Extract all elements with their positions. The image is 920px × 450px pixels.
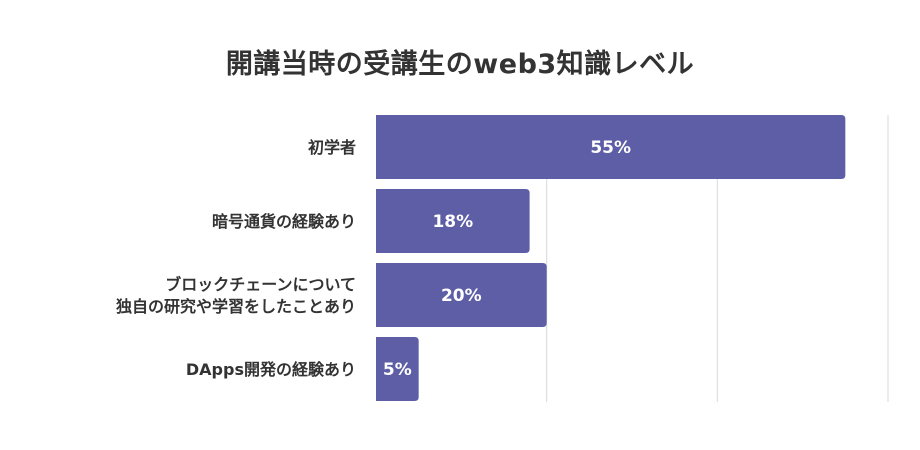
- chart-title: 開講当時の受講生のweb3知識レベル: [225, 49, 695, 80]
- bar-4: [376, 337, 419, 401]
- category-label-3-line-1: ブロックチェーンについて: [165, 275, 356, 294]
- value-label-4: 5%: [383, 360, 412, 380]
- category-label-3: ブロックチェーンについて独自の研究や学習をしたことあり: [116, 275, 356, 316]
- bar-1: [376, 115, 846, 179]
- category-label-2: 暗号通貨の経験あり: [212, 212, 356, 231]
- category-label-1-line-1: 初学者: [308, 138, 356, 157]
- bar-2: [376, 189, 530, 253]
- category-label-2-line-1: 暗号通貨の経験あり: [212, 212, 356, 231]
- value-label-3: 20%: [441, 286, 482, 306]
- value-label-2: 18%: [432, 212, 473, 232]
- value-label-1: 55%: [590, 138, 631, 158]
- category-label-1: 初学者: [308, 138, 356, 157]
- category-label-3-line-2: 独自の研究や学習をしたことあり: [116, 297, 356, 316]
- category-label-4-line-1: DApps開発の経験あり: [186, 360, 356, 379]
- bar-3: [376, 263, 547, 327]
- category-label-4: DApps開発の経験あり: [186, 360, 356, 379]
